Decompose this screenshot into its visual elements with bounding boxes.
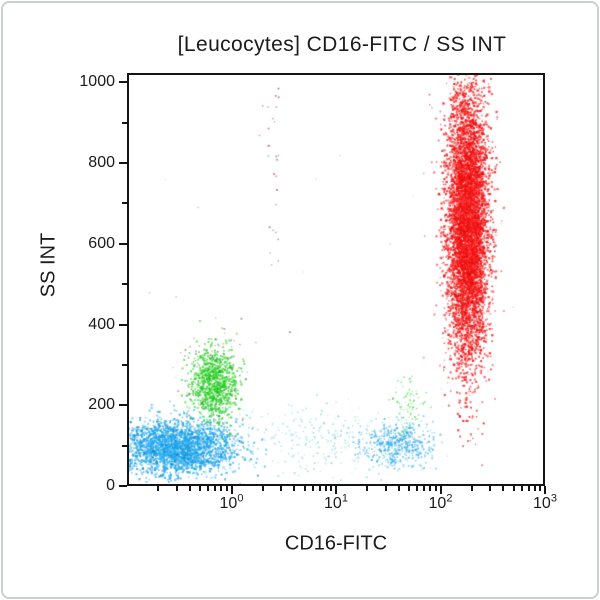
x-minor-tick bbox=[470, 486, 473, 491]
x-minor-tick bbox=[397, 486, 400, 491]
y-minor-tick bbox=[122, 363, 127, 366]
x-minor-tick bbox=[502, 486, 505, 491]
x-minor-tick bbox=[527, 486, 530, 491]
x-major-tick bbox=[230, 486, 233, 494]
y-tick-label: 600 bbox=[88, 234, 115, 252]
x-minor-tick bbox=[539, 486, 542, 491]
x-minor-tick bbox=[188, 486, 191, 491]
y-minor-tick bbox=[122, 444, 127, 447]
x-major-tick bbox=[335, 486, 337, 494]
y-tick-label: 400 bbox=[88, 315, 115, 333]
x-minor-tick bbox=[384, 486, 387, 491]
x-minor-tick bbox=[318, 486, 321, 491]
scatter-canvas bbox=[127, 73, 545, 486]
x-minor-tick bbox=[175, 486, 178, 491]
x-minor-tick bbox=[366, 486, 369, 491]
x-axis-title: CD16-FITC bbox=[284, 532, 388, 555]
y-major-tick bbox=[119, 404, 127, 407]
flow-cytometry-dot-plot: [Leucocytes] CD16-FITC / SS INT SS INT 0… bbox=[3, 3, 597, 597]
x-tick-label: 101 bbox=[324, 492, 348, 512]
x-tick-label: 102 bbox=[428, 492, 453, 512]
x-minor-tick bbox=[157, 486, 160, 491]
x-minor-tick bbox=[434, 486, 437, 491]
x-minor-tick bbox=[408, 486, 411, 491]
x-tick-label: 100 bbox=[219, 492, 244, 512]
y-tick-label: 200 bbox=[88, 396, 115, 414]
x-major-tick bbox=[544, 486, 546, 494]
x-minor-tick bbox=[423, 486, 426, 491]
x-minor-tick bbox=[489, 486, 492, 491]
y-tick-label: 800 bbox=[88, 154, 115, 172]
y-major-tick bbox=[119, 242, 127, 245]
x-minor-tick bbox=[293, 486, 296, 491]
x-minor-tick bbox=[303, 486, 306, 491]
x-minor-tick bbox=[416, 486, 419, 491]
y-minor-tick bbox=[122, 283, 127, 286]
x-minor-tick bbox=[429, 486, 432, 491]
y-major-tick bbox=[119, 162, 127, 165]
y-tick-label: 1000 bbox=[79, 73, 115, 91]
x-minor-tick bbox=[225, 486, 228, 491]
x-minor-tick bbox=[261, 486, 264, 491]
y-major-tick bbox=[119, 81, 127, 84]
x-minor-tick bbox=[520, 486, 523, 491]
y-minor-tick bbox=[122, 121, 127, 124]
x-minor-tick bbox=[512, 486, 515, 491]
x-minor-tick bbox=[324, 486, 327, 491]
x-minor-tick bbox=[311, 486, 314, 491]
y-minor-tick bbox=[122, 202, 127, 205]
x-minor-tick bbox=[280, 486, 283, 491]
x-minor-tick bbox=[533, 486, 536, 491]
x-tick-label: 103 bbox=[533, 492, 557, 512]
x-minor-tick bbox=[220, 486, 223, 491]
x-minor-tick bbox=[214, 486, 217, 491]
y-major-tick bbox=[119, 485, 127, 487]
y-major-tick bbox=[119, 323, 127, 326]
x-minor-tick bbox=[207, 486, 210, 491]
x-minor-tick bbox=[330, 486, 333, 491]
x-major-tick bbox=[439, 486, 442, 494]
x-minor-tick bbox=[199, 486, 202, 491]
y-tick-label: 0 bbox=[106, 477, 115, 494]
chart-title: [Leucocytes] CD16-FITC / SS INT bbox=[177, 33, 507, 56]
